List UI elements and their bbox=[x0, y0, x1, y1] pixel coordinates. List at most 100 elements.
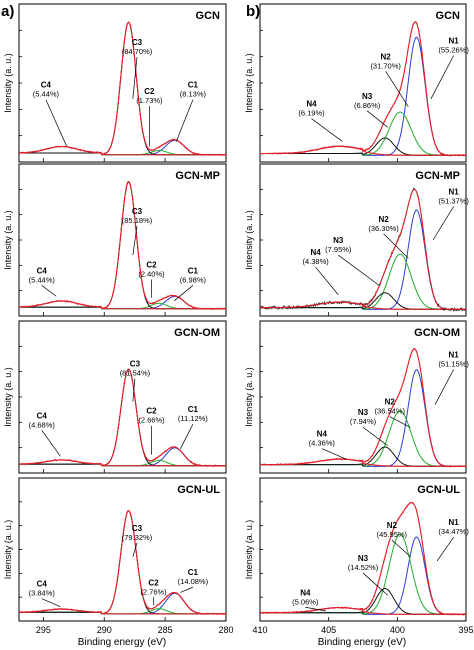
panel-b-peak-percent: (36.30%) bbox=[368, 224, 399, 233]
panel-b-peak-label: N2 bbox=[381, 52, 392, 61]
panel-b-component-n2 bbox=[260, 111, 466, 156]
panel-a-peak-arrow bbox=[41, 430, 61, 457]
panel-b-peak-percent: (51.37%) bbox=[438, 196, 469, 205]
panel-b-peak-percent: (6.86%) bbox=[354, 101, 381, 110]
panel-a-peak-arrow bbox=[45, 99, 67, 147]
panel-a-peak-percent: (85.18%) bbox=[122, 216, 153, 225]
panel-b-peak-label: N1 bbox=[449, 350, 460, 359]
panel-b-peak-label: N3 bbox=[358, 408, 369, 417]
panel-a-peak-arrow bbox=[41, 598, 61, 608]
panel-a-peak-arrow bbox=[132, 542, 138, 557]
panel-a-peak-percent: (81.54%) bbox=[120, 369, 151, 378]
panel-a-xtick-label: 295 bbox=[36, 625, 51, 635]
panel-b-peak-percent: (45.95%) bbox=[377, 530, 408, 539]
panel-b-peak-arrow bbox=[389, 416, 411, 428]
panel-b-frame bbox=[259, 477, 467, 622]
panel-b-peak-percent: (6.19%) bbox=[298, 109, 325, 118]
panel-b-peak-label: N2 bbox=[378, 215, 389, 224]
panel-a-xtick-label: 280 bbox=[218, 625, 233, 635]
panel-b-peak-label: N4 bbox=[317, 430, 328, 439]
panel-a-sample-name: GCN-OM bbox=[174, 327, 220, 339]
panel-a-ylabel: Intensity (a. u.) bbox=[3, 53, 13, 113]
panel-a-xlabel: Binding energy (eV) bbox=[78, 637, 166, 648]
panel-b-peak-arrow bbox=[430, 55, 454, 99]
panel-a-peak-label: C2 bbox=[146, 407, 157, 416]
panel-a-component-c3 bbox=[19, 181, 226, 310]
panel-a-peak-label: C1 bbox=[188, 81, 199, 90]
panel-b-xtick-label: 400 bbox=[390, 625, 405, 635]
panel-b-component-n2 bbox=[260, 533, 466, 615]
panel-a-fit-envelope bbox=[19, 368, 226, 467]
panel-a-peak-arrow bbox=[132, 378, 136, 402]
panel-a-peak-label: C4 bbox=[41, 81, 52, 90]
panel-b-peak-arrow bbox=[362, 426, 388, 446]
panel-b-peak-arrow bbox=[385, 71, 409, 107]
panel-a-sample-name: GCN-MP bbox=[175, 170, 220, 182]
panel-b-fit-envelope bbox=[260, 501, 466, 615]
panel-a-frame bbox=[18, 477, 227, 622]
panel-b-subplot-gcn-om: Intensity (a. u.) GCN-OM N1(51.15%) N2(36.5… bbox=[244, 320, 469, 474]
panel-a-frame bbox=[18, 163, 227, 317]
panel-a-peak-arrow bbox=[132, 226, 138, 256]
panel-a-subplot-gcn-mp: Intensity (a. u.) GCN-MP C1(6.98%) C2(2.40%… bbox=[3, 163, 227, 317]
panel-b-peak-label: N3 bbox=[358, 554, 369, 563]
panel-b-frame bbox=[259, 3, 467, 163]
panel-a-ylabel: Intensity (a. u.) bbox=[3, 210, 13, 270]
panel-b-fit-envelope bbox=[260, 188, 466, 310]
panel-a-subplot-gcn-ul: Intensity (a. u.) GCN-UL C1(14.08%) C2(2.76… bbox=[3, 477, 234, 635]
panel-a-component-c3 bbox=[19, 510, 226, 615]
panel-b-peak-percent: (7.95%) bbox=[325, 245, 352, 254]
panel-b-peak-arrow bbox=[391, 539, 411, 557]
panel-a-peak-label: C3 bbox=[130, 360, 141, 369]
panel-a-peak-label: C2 bbox=[144, 87, 155, 96]
panel-b-ylabel: Intensity (a. u.) bbox=[244, 520, 254, 580]
panel-b-xtick-label: 395 bbox=[458, 625, 473, 635]
panel-b-xtick-label: 405 bbox=[321, 625, 336, 635]
panel-b-peak-label: N3 bbox=[362, 92, 373, 101]
panel-b-component-n1 bbox=[260, 209, 466, 310]
panel-a-ylabel: Intensity (a. u.) bbox=[3, 520, 13, 580]
panel-a-peak-percent: (2.66%) bbox=[138, 416, 165, 425]
panel-b-peak-percent: (4.38%) bbox=[302, 257, 329, 266]
panel-a-peak-label: C4 bbox=[37, 411, 48, 420]
panel-b-peak-percent: (14.52%) bbox=[348, 563, 379, 572]
panel-b-frame bbox=[259, 320, 467, 474]
panel-b-measured-curve bbox=[259, 187, 467, 312]
panel-b-label: b) bbox=[246, 3, 260, 20]
panel-a-xtick-label: 290 bbox=[97, 625, 112, 635]
panel-a-subplot-gcn: Intensity (a. u.) GCN C1(8.13%) C2(1.73%) C3… bbox=[3, 3, 227, 163]
panel-a-peak-arrow bbox=[41, 285, 57, 297]
panel-b-peak-arrow bbox=[305, 606, 326, 612]
panel-b-peak-arrow bbox=[315, 266, 339, 295]
panel-b-peak-percent: (5.06%) bbox=[292, 597, 319, 606]
panel-b-subplot-gcn-ul: Intensity (a. u.) GCN-UL N1(34.47%) N2(45.9… bbox=[244, 477, 474, 635]
panel-b-ylabel: Intensity (a. u.) bbox=[244, 210, 254, 270]
panel-a-peak-label: C3 bbox=[132, 38, 143, 47]
panel-b-frame bbox=[259, 163, 467, 317]
panel-a-peak-arrow bbox=[180, 586, 194, 593]
panel-b-peak-arrow bbox=[432, 206, 454, 241]
panel-b-sample-name: GCN-OM bbox=[414, 327, 460, 339]
panel-b-xlabel: Binding energy (eV) bbox=[318, 637, 406, 648]
panel-b-fit-envelope bbox=[260, 21, 466, 156]
panel-a-peak-percent: (2.40%) bbox=[138, 269, 165, 278]
panel-a-sample-name: GCN-UL bbox=[177, 484, 220, 496]
panel-a-subplot-gcn-om: Intensity (a. u.) GCN-OM C1(11.12%) C2(2.66… bbox=[3, 320, 227, 474]
panel-b-ylabel: Intensity (a. u.) bbox=[244, 367, 254, 427]
panel-a-peak-label: C4 bbox=[37, 266, 48, 275]
panel-a-peak-percent: (1.73%) bbox=[136, 96, 163, 105]
panel-a-peak-arrow bbox=[180, 424, 194, 449]
panel-b-sample-name: GCN-MP bbox=[415, 170, 460, 182]
panel-b-peak-percent: (51.15%) bbox=[438, 359, 469, 368]
panel-b-peak-label: N1 bbox=[449, 518, 460, 527]
panel-b-xtick-label: 410 bbox=[252, 625, 267, 635]
panel-a-peak-percent: (84.70%) bbox=[122, 47, 153, 56]
panel-a-sample-name: GCN bbox=[196, 10, 221, 22]
panel-a-peak-label: C4 bbox=[37, 580, 48, 589]
panel-a-peak-label: C3 bbox=[132, 207, 143, 216]
panel-a-peak-percent: (11.12%) bbox=[178, 414, 208, 423]
panel-b-peak-percent: (55.26%) bbox=[438, 46, 469, 55]
panel-b-peak-percent: (34.47%) bbox=[438, 527, 469, 536]
panel-a-label: a) bbox=[1, 3, 14, 20]
